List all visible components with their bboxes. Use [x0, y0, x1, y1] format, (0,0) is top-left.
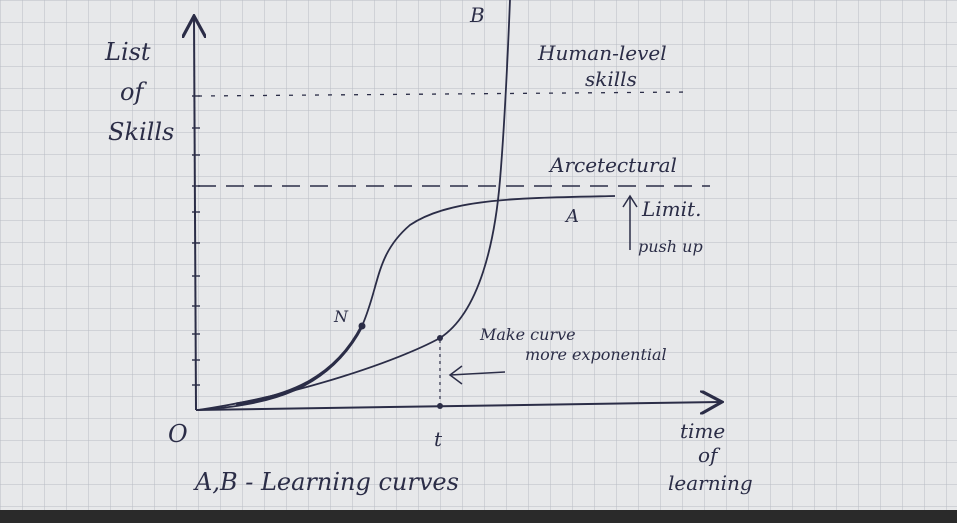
point-n	[358, 322, 366, 330]
y-axis	[194, 18, 196, 411]
curve-b	[197, 0, 511, 411]
arch-limit-label-line1: Arcetectural	[548, 153, 677, 177]
push-up-arrow	[622, 194, 638, 250]
y-axis-label-line2: of	[120, 78, 147, 106]
y-axis-label-line3: Skills	[108, 118, 174, 146]
human-level-label-line1: Human-level	[537, 41, 667, 65]
t-axis-point	[437, 403, 443, 409]
push-up-label: push up	[638, 237, 703, 256]
make-curve-label-line1: Make curve	[479, 325, 576, 344]
t-label: t	[434, 427, 443, 451]
curve-a-label: A	[564, 206, 579, 227]
x-axis-label-line3: learning	[668, 471, 753, 495]
origin-label: O	[168, 420, 188, 448]
point-n-label: N	[333, 307, 349, 326]
arch-limit-label-line2: Limit.	[641, 197, 701, 221]
caption: A,B - Learning curves	[193, 468, 459, 496]
curve-b-point-t	[437, 335, 443, 341]
y-axis-ticks	[192, 95, 200, 386]
curve-b-label: B	[469, 3, 485, 27]
x-axis-label-line2: of	[698, 443, 721, 467]
make-curve-label-line2: more exponential	[525, 345, 667, 364]
x-axis-label-line1: time	[680, 419, 725, 443]
paper-grid	[0, 0, 957, 510]
human-level-label-line2: skills	[585, 67, 637, 91]
x-axis	[195, 402, 720, 410]
y-axis-label-line1: List	[104, 38, 151, 66]
left-arrow	[448, 365, 506, 385]
